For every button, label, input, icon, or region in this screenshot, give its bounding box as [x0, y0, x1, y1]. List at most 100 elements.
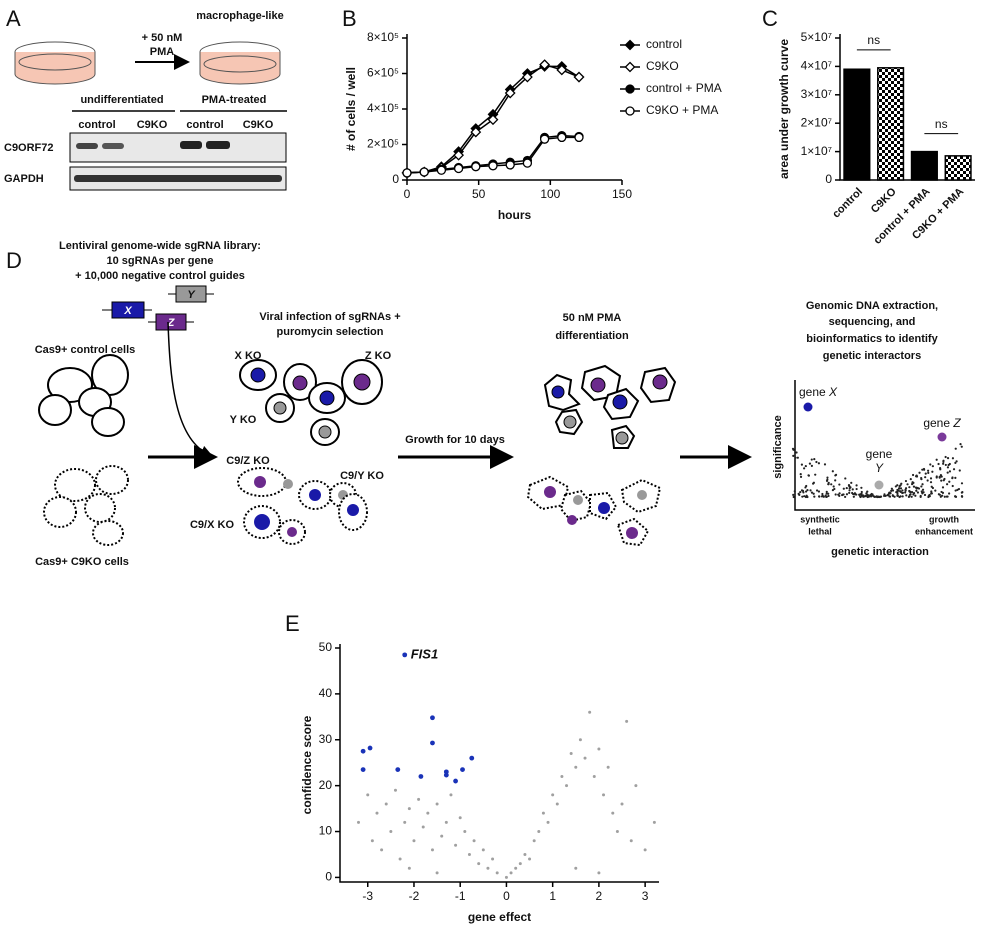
legend-label: control — [646, 37, 682, 51]
schematic-dot — [954, 495, 957, 498]
point — [421, 825, 425, 829]
gene-label: X — [828, 385, 838, 399]
schematic-dot — [954, 476, 957, 479]
ko-label: C9/X KO — [190, 519, 234, 531]
schematic-dot — [804, 486, 807, 489]
point — [509, 871, 513, 875]
schematic-dot — [940, 490, 943, 494]
panel-letter: A — [6, 6, 21, 31]
panel-letter: B — [342, 6, 357, 31]
y-tick-label: 0 — [825, 172, 832, 186]
schematic-dot — [926, 479, 929, 482]
schematic-dot — [867, 494, 871, 497]
point — [592, 774, 596, 778]
schematic-dot — [883, 493, 886, 496]
schematic-dot — [899, 487, 903, 490]
schematic-dot — [912, 492, 916, 495]
x-tick-label: C9KO — [869, 185, 899, 215]
schematic-dot — [866, 490, 869, 493]
schematic-dot — [806, 495, 809, 499]
schematic-dot — [952, 468, 956, 471]
y-tick-label: 8×10⁵ — [367, 30, 399, 44]
point — [615, 830, 619, 834]
schematic-dot — [909, 490, 912, 494]
point — [444, 820, 448, 824]
schematic-dot — [924, 476, 927, 479]
schematic-dot — [812, 492, 815, 495]
point — [597, 747, 601, 751]
schematic-dot — [927, 471, 930, 475]
blot — [69, 132, 287, 191]
axis — [406, 34, 622, 181]
point — [440, 834, 444, 838]
point — [454, 843, 458, 847]
schematic-dot — [947, 463, 950, 467]
point — [435, 802, 439, 806]
schematic-dot — [845, 486, 848, 490]
x-tick-label: 2 — [596, 889, 603, 903]
x-tick-label: -3 — [362, 889, 373, 903]
schematic-dot — [860, 492, 863, 496]
schematic-dot — [909, 493, 912, 496]
point — [602, 793, 606, 797]
schematic-dot — [935, 475, 938, 478]
schematic-dot — [822, 495, 825, 498]
gene-label: gene — [923, 416, 953, 430]
schematic-dot — [946, 457, 950, 460]
schematic-dot — [908, 486, 911, 489]
point — [412, 839, 416, 843]
y-tick-label: 4×10⁵ — [367, 101, 399, 115]
point — [470, 126, 482, 138]
step-text: Growth for 10 days — [405, 434, 505, 446]
point — [611, 811, 615, 815]
schematic-dot — [826, 476, 829, 479]
y-tick-label: 10 — [319, 824, 333, 838]
schematic-dot — [921, 488, 925, 491]
schematic-dot — [833, 487, 836, 491]
schematic-dot — [920, 476, 923, 480]
group-label: PMA-treated — [202, 94, 267, 106]
guide-label: X — [123, 305, 132, 317]
schematic-dot — [911, 473, 915, 477]
schematic-dot — [924, 472, 927, 475]
schematic-dot — [800, 463, 803, 466]
schematic-dot — [954, 489, 957, 492]
schematic-dot — [916, 491, 920, 494]
group-label: undifferentiated — [80, 94, 163, 106]
schematic-dot — [930, 490, 933, 493]
schematic-dot — [870, 494, 873, 498]
point — [458, 816, 462, 820]
schematic-dot — [910, 491, 914, 494]
ko-label: C9/Y KO — [340, 470, 384, 482]
schematic-dot — [921, 483, 924, 486]
point — [505, 160, 515, 170]
schematic-dot — [944, 455, 947, 459]
schematic-dot — [922, 467, 926, 471]
step-text: puromycin selection — [277, 326, 384, 338]
bar — [843, 68, 871, 181]
schematic-dot — [792, 493, 795, 496]
point — [518, 862, 522, 866]
x-tick-label: 1 — [549, 889, 556, 903]
schematic-dot — [810, 464, 813, 468]
annotation: ns — [935, 117, 948, 131]
y-tick-label: 3×10⁷ — [801, 87, 832, 101]
schematic-dot — [813, 495, 816, 498]
schematic-dot — [904, 487, 908, 490]
schematic-dot — [954, 447, 957, 450]
schematic-dot — [893, 495, 896, 498]
point — [417, 797, 421, 801]
point — [522, 158, 533, 168]
schematic-dot — [901, 489, 904, 492]
bar — [944, 155, 972, 181]
point — [555, 802, 559, 806]
point — [521, 71, 533, 83]
schematic-dot — [905, 494, 908, 497]
point — [504, 875, 508, 879]
point — [453, 149, 465, 161]
schematic-dot — [852, 495, 855, 498]
schematic-dot — [960, 482, 964, 485]
axis-label: genetic interaction — [831, 546, 929, 558]
schematic-dot — [853, 492, 857, 495]
x-tick-label: 100 — [540, 187, 560, 201]
